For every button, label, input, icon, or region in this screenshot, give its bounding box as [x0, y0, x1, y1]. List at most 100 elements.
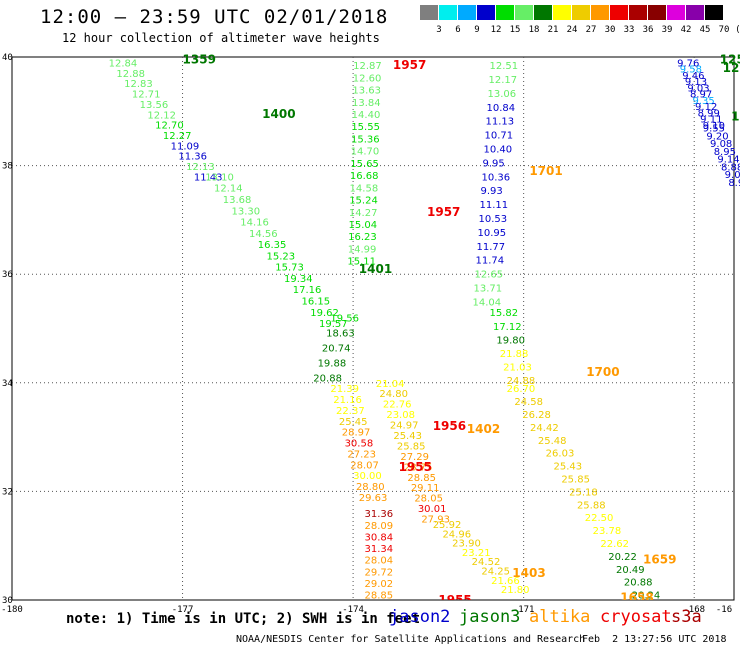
wave-height-label: 13.68: [223, 195, 252, 206]
scale-label: 27: [585, 25, 597, 35]
page-title: 12:00 – 23:59 UTC 02/01/2018: [40, 6, 389, 28]
wave-height-label: 12.84: [109, 58, 138, 69]
scale-label: 9: [474, 25, 480, 35]
wave-height-label: 10.71: [485, 131, 514, 142]
pass-time-label: 1955: [399, 460, 432, 474]
scale-swatch: [420, 5, 438, 20]
wave-height-label: 21.39: [330, 384, 359, 395]
scale-swatch: [534, 5, 552, 20]
scale-label: 45: [699, 25, 711, 35]
wave-height-label: 28.05: [414, 494, 443, 505]
wave-height-label: 15.65: [350, 159, 379, 170]
lat-tick-label: 38: [2, 162, 13, 172]
wave-height-label: 21.03: [503, 363, 532, 374]
wave-height-label: 19.34: [284, 274, 313, 285]
wave-height-label: 28.75: [404, 462, 433, 473]
scale-swatch: [439, 5, 457, 20]
wave-height-label: 16.68: [350, 171, 379, 182]
wave-height-label: 28.97: [342, 428, 371, 439]
wave-height-label: 30.58: [345, 439, 374, 450]
wave-height-label: 25.43: [554, 462, 583, 473]
wave-height-label: 9.46: [682, 71, 704, 82]
wave-height-label: 16.23: [348, 232, 377, 243]
wave-height-label: 14.70: [351, 147, 380, 158]
wave-height-label: 30.00: [353, 471, 382, 482]
satellite-legend-s3a: s3a: [671, 607, 702, 627]
wave-height-label: 15.23: [267, 251, 296, 262]
scale-swatch: [553, 5, 571, 20]
wave-height-label: 11.74: [475, 256, 504, 267]
pass-time-label: 1658: [620, 590, 653, 604]
wave-height-label: 9.03: [725, 170, 740, 181]
pass-time-label: 1955: [438, 593, 471, 607]
lat-tick-label: 40: [2, 53, 13, 63]
wave-height-label: 12.88: [116, 69, 145, 80]
scale-swatch: [667, 5, 685, 20]
wave-height-label: 15.55: [351, 122, 380, 133]
wave-height-label: 31.36: [364, 509, 393, 520]
lat-tick-label: 32: [2, 487, 13, 497]
pass-time-label: 1401: [359, 262, 392, 276]
wave-height-label: 14.56: [249, 229, 278, 240]
wave-height-label: 14.04: [472, 297, 501, 308]
pass-time-label: 1957: [393, 58, 426, 72]
map-frame: [11, 56, 735, 601]
wave-height-label: 20.74: [322, 344, 351, 355]
wave-height-label: 24.88: [507, 376, 536, 387]
wave-height-label: 14.99: [348, 244, 377, 255]
wave-height-label: 19.80: [496, 335, 525, 346]
wave-height-label: 10.95: [478, 228, 507, 239]
wave-height-label: 29.63: [359, 493, 388, 504]
wave-height-label: 13.06: [488, 89, 517, 100]
wave-height-label: 25.85: [561, 475, 590, 486]
pass-time-label: 1402: [467, 422, 500, 436]
lon-tick-label: -16: [716, 605, 732, 615]
wave-height-label: 12.51: [490, 61, 519, 72]
wave-height-label: 8.88: [721, 162, 740, 173]
wave-height-label: 13.63: [352, 86, 381, 97]
pass-time-label: 1956: [433, 419, 466, 433]
wave-height-label: 25.48: [538, 436, 567, 447]
pass-time-label: 1400: [262, 107, 295, 121]
wave-height-label: 23.78: [593, 526, 622, 537]
pass-time-label: 1701: [529, 164, 562, 178]
wave-height-label: 24.25: [481, 567, 510, 578]
wave-height-label: 9.13: [685, 77, 707, 88]
wave-height-label: 20.24: [632, 591, 661, 602]
pass-time-label: 1700: [586, 365, 619, 379]
wave-height-label: 11.11: [480, 200, 509, 211]
wave-height-label: 14.16: [240, 218, 269, 229]
wave-height-label: 9.55: [703, 124, 725, 135]
wave-height-label: 11.77: [477, 242, 506, 253]
wave-height-label: 20.88: [624, 578, 653, 589]
wave-height-label: 9.08: [710, 139, 732, 150]
wave-height-label: 8.99: [698, 108, 720, 119]
wave-height-label: 22.62: [600, 539, 629, 550]
wave-height-label: 12.17: [489, 75, 518, 86]
wave-height-label: 13.84: [352, 98, 381, 109]
wave-height-label: 12.70: [155, 121, 184, 132]
generation-timestamp: Feb 2 13:27:56 UTC 2018: [582, 634, 727, 645]
wave-height-label: 24.80: [379, 389, 408, 400]
wave-height-label: 28.85: [364, 591, 393, 602]
wave-height-label: 17.12: [493, 322, 522, 333]
wave-height-label: 11.43: [194, 172, 223, 183]
wave-height-label: 9.10: [703, 121, 725, 132]
wave-height-label: 31.34: [364, 544, 393, 555]
wave-height-label: 20.88: [313, 373, 342, 384]
wave-height-label: 9.35: [692, 96, 714, 107]
satellite-legend-jason3: jason3: [459, 607, 521, 627]
scale-swatch: [458, 5, 476, 20]
wave-height-label: 28.07: [350, 460, 379, 471]
track-layer: 12.8412.8812.8312.7113.5612.1212.7012.27…: [109, 53, 740, 607]
wave-height-label: 10.40: [484, 145, 513, 156]
pass-time-label: 1252: [723, 61, 740, 75]
wave-height-label: 9.76: [677, 58, 699, 69]
pass-time-label: 1403: [512, 566, 545, 580]
wave-height-label: 9.58: [680, 65, 702, 76]
wave-height-label: 14.27: [349, 208, 378, 219]
scale-label: 6: [455, 25, 461, 35]
wave-height-label: 12.65: [474, 270, 503, 281]
scale-label: 30: [604, 25, 616, 35]
